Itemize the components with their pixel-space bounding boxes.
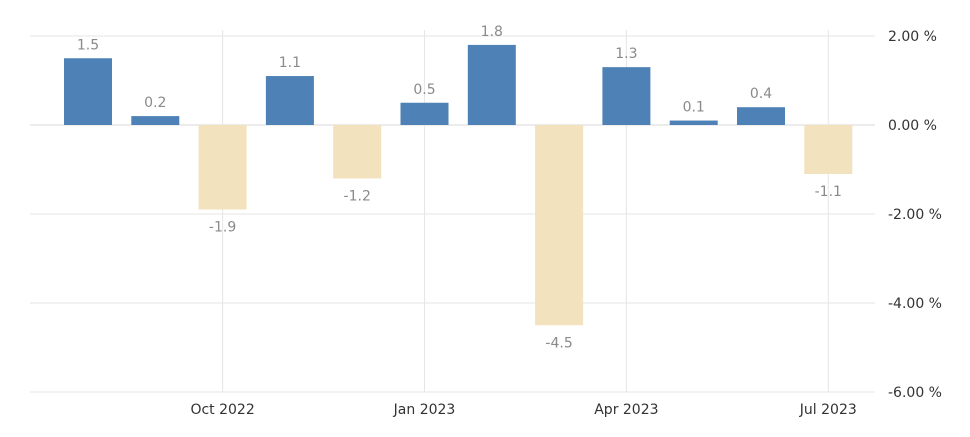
bar[interactable] [737,107,785,125]
bar[interactable] [602,67,651,125]
y-axis: 2.00 % 0.00 % -2.00 % -4.00 % -6.00 % [888,29,942,401]
bar[interactable] [669,120,718,125]
data-label: 1.8 [481,24,503,40]
data-label: 1.5 [77,37,99,53]
y-tick-label: -6.00 % [888,385,942,401]
bar[interactable] [265,76,314,125]
bar[interactable] [804,125,853,174]
data-label: -4.5 [545,335,572,351]
bar[interactable] [333,125,382,179]
bar[interactable] [400,102,449,125]
bar[interactable] [198,125,247,210]
data-label: 1.3 [615,46,637,62]
data-label: 0.5 [413,82,435,98]
x-tick-label: Jul 2023 [799,402,857,418]
data-label: 0.4 [750,86,772,102]
bar[interactable] [131,116,180,125]
data-label: 0.2 [144,95,166,111]
bar[interactable] [64,58,112,125]
data-label: 1.1 [279,55,301,71]
bar[interactable] [535,125,584,326]
x-tick-label: Apr 2023 [594,402,658,418]
data-label: -1.2 [344,188,371,204]
y-tick-label: -4.00 % [888,296,942,312]
data-label: -1.9 [209,220,236,236]
y-tick-label: -2.00 % [888,207,942,223]
y-tick-label: 0.00 % [888,118,937,134]
data-label-layer: 1.5 0.2 -1.9 1.1 -1.2 0.5 1.8 -4.5 1.3 0.1 0.4 -1.1 [77,24,842,351]
x-tick-label: Jan 2023 [393,402,456,418]
data-label: -1.1 [815,184,842,200]
grid-layer [30,30,875,393]
bar[interactable] [467,44,516,125]
x-tick-label: Oct 2022 [190,402,254,418]
bar-layer [64,44,853,326]
x-axis: Oct 2022 Jan 2023 Apr 2023 Jul 2023 [190,402,856,418]
y-tick-label: 2.00 % [888,29,937,45]
data-label: 0.1 [683,100,705,116]
